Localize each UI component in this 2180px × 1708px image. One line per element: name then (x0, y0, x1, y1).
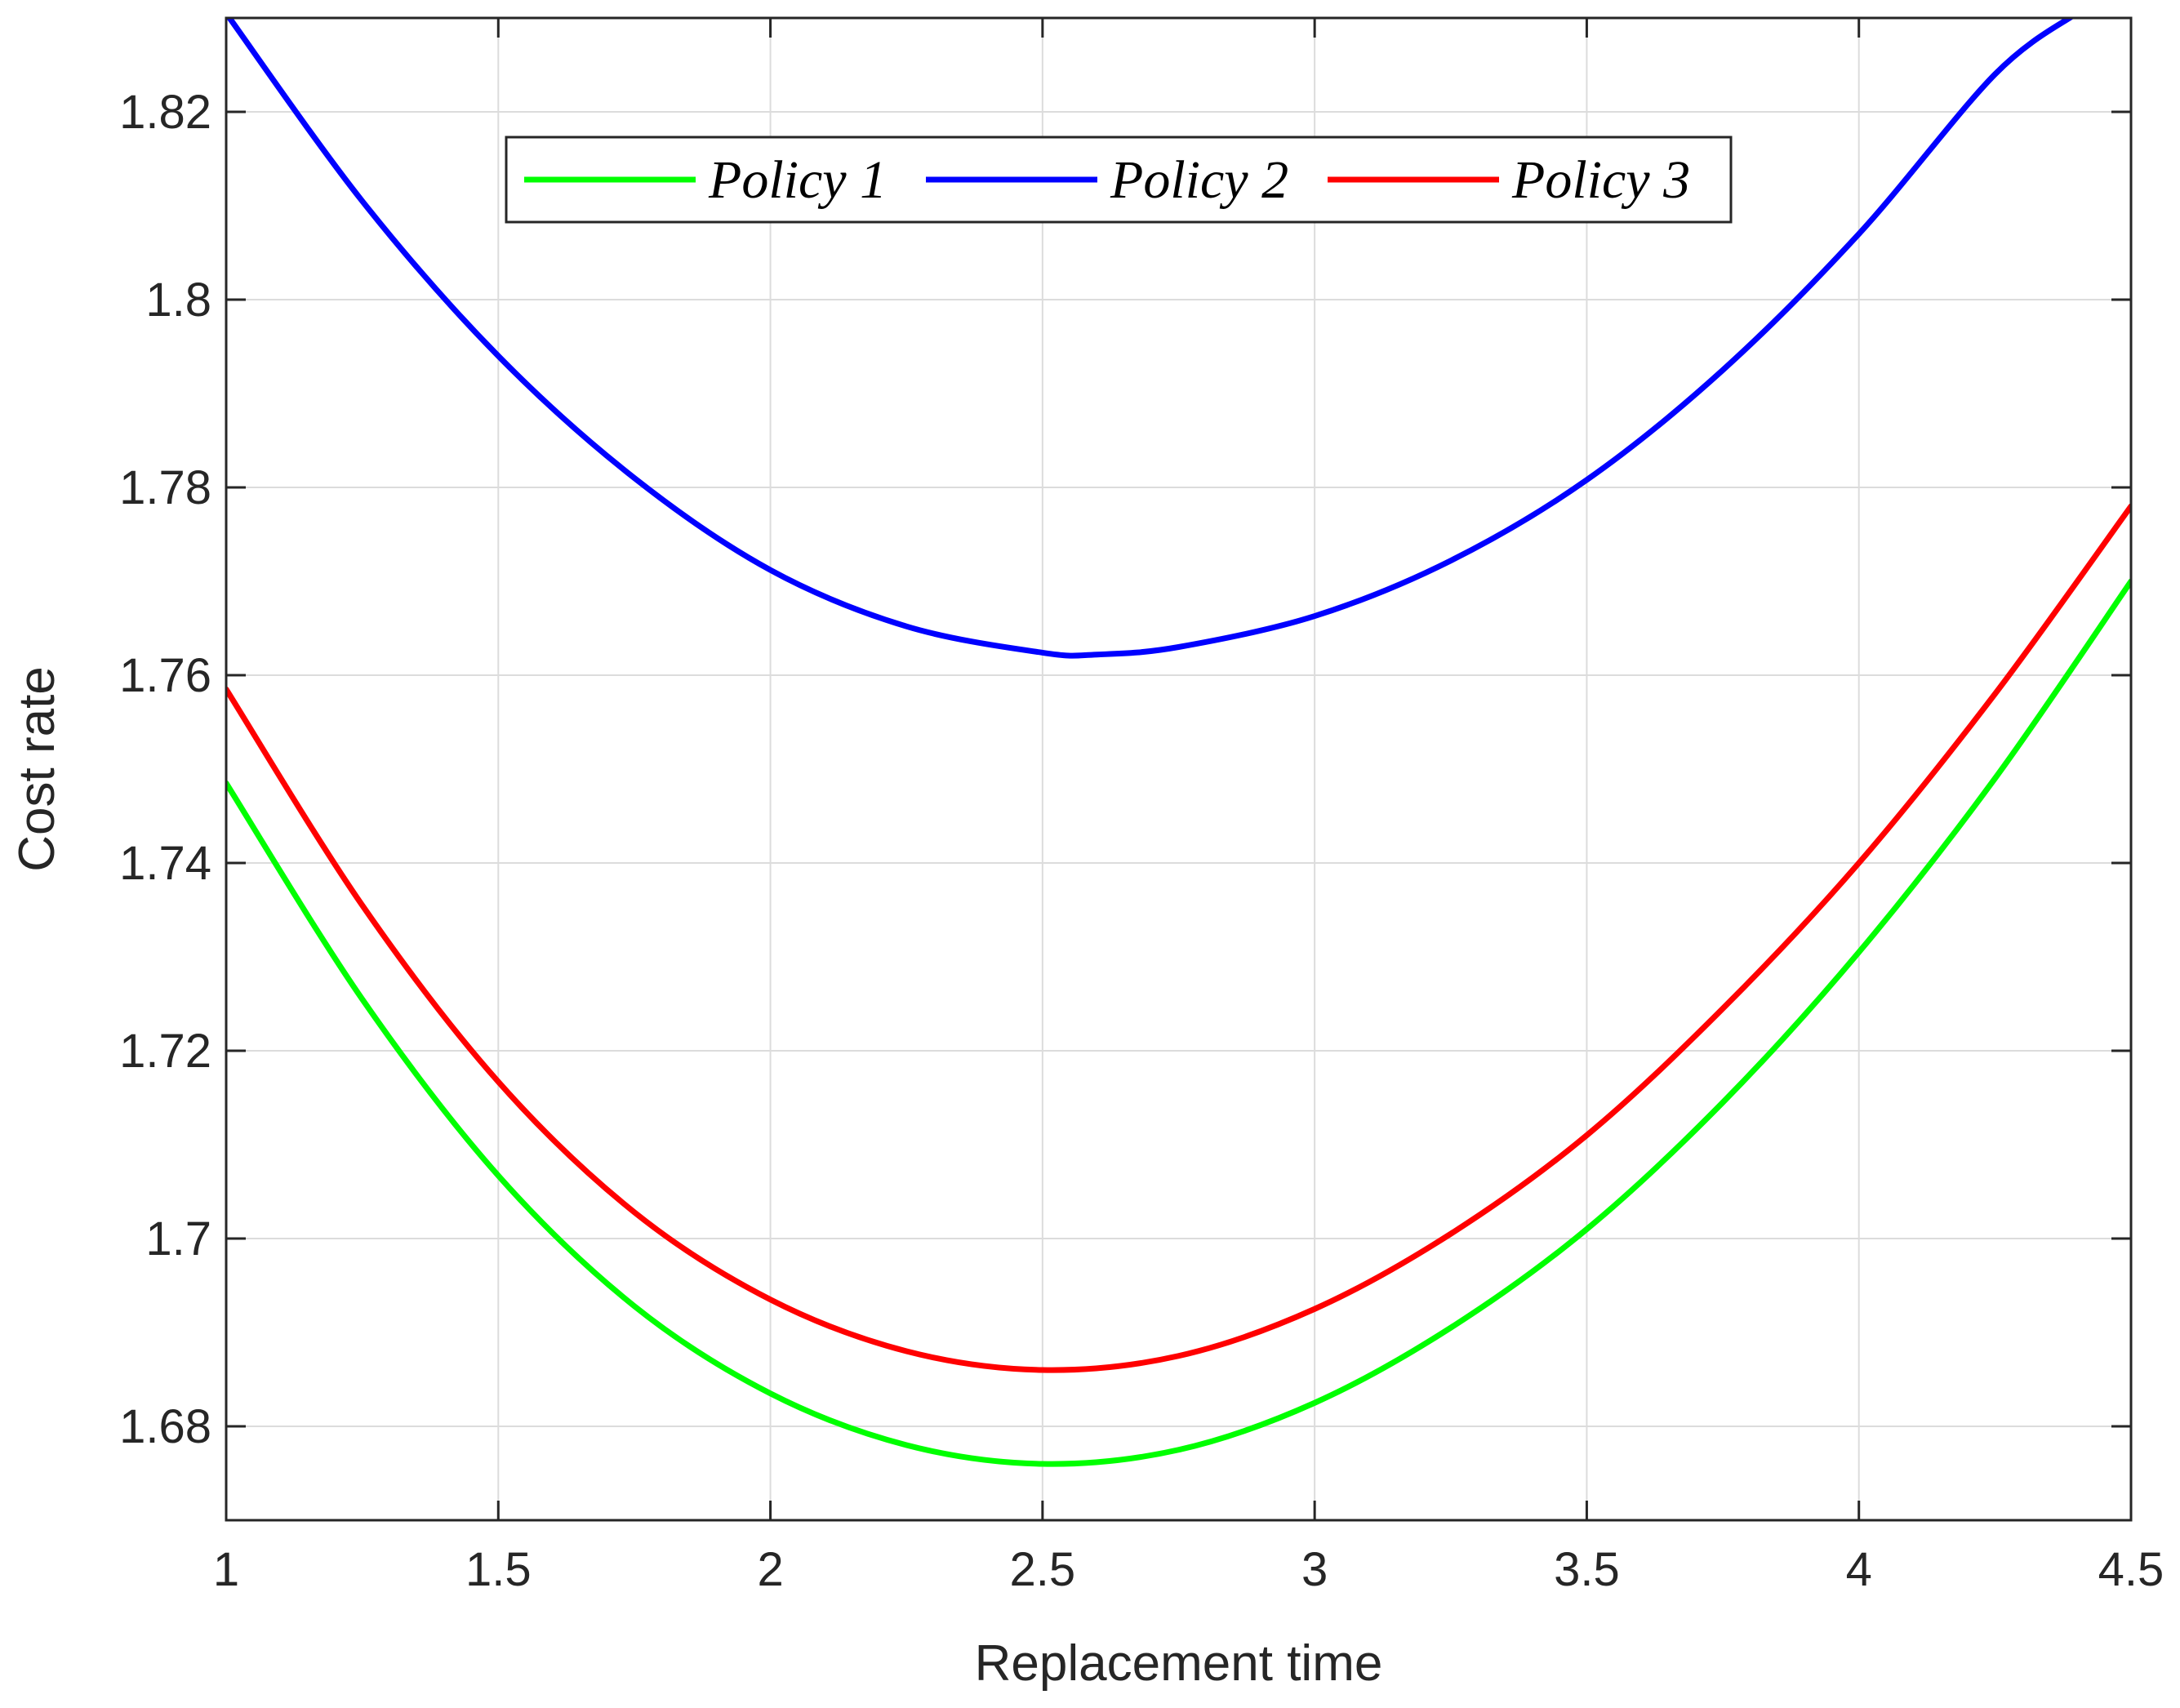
legend-box (505, 136, 1733, 224)
x-tick-label: 4.5 (2098, 1543, 2164, 1596)
x-axis-label: Replacement time (975, 1635, 1383, 1692)
y-tick-label: 1.78 (119, 461, 211, 514)
y-tick-label: 1.76 (119, 649, 211, 702)
y-tick-label: 1.72 (119, 1025, 211, 1078)
series-line-policy-3 (226, 503, 2131, 1373)
x-tick-label: 3 (1301, 1543, 1328, 1596)
legend-label-policy-2: Policy 2 (1110, 150, 1288, 210)
legend-label-policy-3: Policy 3 (1511, 150, 1690, 210)
axis-layer: 1 1.5 2 2.5 3 3.5 4 4.5 1.68 1.7 1.72 1.74 1.76 1.78 1… (119, 16, 2164, 1596)
y-tick-label: 1.7 (145, 1212, 211, 1265)
y-tick-label: 1.8 (145, 274, 211, 327)
series-line-policy-2 (226, 18, 2075, 659)
legend: Policy 1 Policy 2 Policy 3 (505, 136, 1733, 224)
y-axis-label: Cost rate (9, 666, 65, 872)
plot-frame (225, 16, 2133, 1522)
series-layer (226, 18, 2131, 1467)
legend-label-policy-1: Policy 1 (708, 150, 887, 210)
x-tick-label: 2.5 (1010, 1543, 1076, 1596)
series-line-policy-1 (226, 578, 2131, 1467)
y-tick-label: 1.74 (119, 837, 211, 890)
x-tick-label: 4 (1846, 1543, 1872, 1596)
x-tick-label: 1 (213, 1543, 239, 1596)
x-tick-label: 3.5 (1554, 1543, 1620, 1596)
y-tick-label: 1.82 (119, 86, 211, 139)
x-tick-label: 2 (757, 1543, 783, 1596)
x-tick-label: 1.5 (465, 1543, 532, 1596)
y-tick-label: 1.68 (119, 1400, 211, 1453)
